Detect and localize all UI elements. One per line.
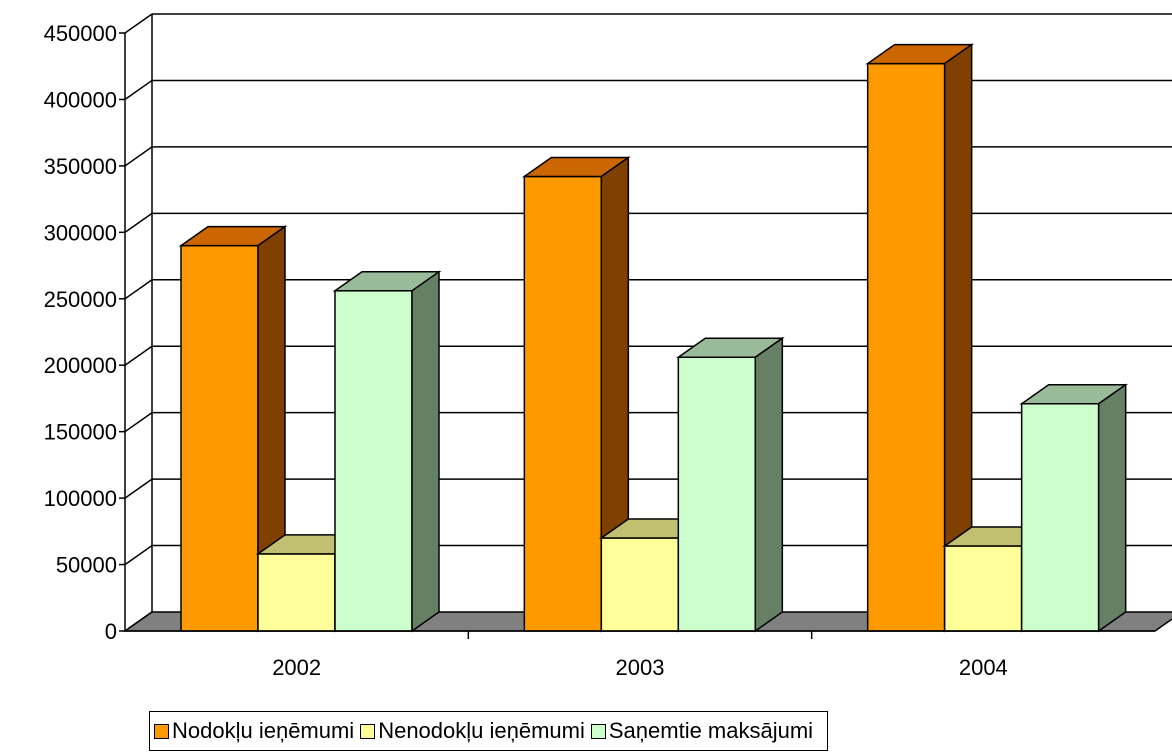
- bar: [675, 336, 785, 633]
- y-tick-label: 100000: [44, 486, 117, 511]
- gridline-depth: [124, 412, 153, 433]
- legend-swatch: [360, 723, 376, 739]
- bar: [521, 156, 631, 633]
- gridline-depth: [124, 279, 153, 300]
- legend-swatch: [154, 723, 169, 739]
- bars: [178, 43, 1129, 633]
- y-tick-label: 400000: [44, 87, 117, 112]
- legend-swatch: [590, 723, 606, 739]
- legend-item: Nodokļu ieņēmumi: [154, 718, 354, 744]
- bar: [1019, 383, 1129, 633]
- y-tick-label: 200000: [44, 353, 117, 378]
- bar-front: [1020, 403, 1100, 632]
- legend-label: Nenodokļu ieņēmumi: [378, 718, 585, 743]
- gridline-depth: [124, 79, 153, 101]
- gridline-depth: [124, 212, 153, 233]
- legend-label: Nodokļu ieņēmumi: [172, 718, 355, 743]
- bar-front: [180, 244, 259, 632]
- gridlines: [124, 13, 1172, 632]
- bar-side: [1097, 383, 1127, 633]
- x-tick-label: 2004: [959, 655, 1008, 680]
- x-tick-labels: 2002 2003 2004: [272, 655, 1008, 680]
- y-tick-label: 350000: [44, 154, 117, 179]
- y-tick-label: 150000: [44, 420, 117, 445]
- legend-item: Nenodokļu ieņēmumi: [360, 718, 585, 744]
- y-tick-label: 450000: [44, 21, 117, 46]
- gridline-depth: [124, 478, 153, 499]
- y-tick-label: 300000: [44, 220, 117, 245]
- legend-label: Saņemtie maksājumi: [608, 718, 814, 743]
- bar-front: [257, 553, 336, 632]
- bar-front: [600, 537, 680, 632]
- y-tick-labels: 0 50000 100000 150000 200000 250000 300000 3500…: [44, 21, 117, 644]
- bar: [332, 270, 442, 633]
- gridline-depth: [124, 544, 153, 566]
- bar-front: [943, 545, 1023, 632]
- y-tick-label: 250000: [44, 287, 117, 312]
- bar-front: [866, 62, 946, 632]
- bar-side: [411, 270, 440, 633]
- bar-front: [334, 290, 413, 632]
- bar: [178, 225, 288, 633]
- x-tick-label: 2002: [272, 655, 321, 680]
- legend-item: Saņemtie maksājumi: [590, 718, 814, 744]
- gridline-depth: [124, 13, 153, 34]
- x-tick-label: 2003: [616, 655, 665, 680]
- axes: [119, 14, 1155, 639]
- bar-front: [523, 175, 603, 632]
- bar-side: [754, 336, 784, 633]
- y-tick-label: 50000: [56, 553, 117, 578]
- gridline-depth: [124, 345, 153, 366]
- legend: Nodokļu ieņēmumi Nenodokļu ieņēmumi Saņemt…: [149, 711, 829, 751]
- y-tick-label: 0: [105, 619, 117, 644]
- bar-front: [677, 356, 757, 632]
- gridline-depth: [124, 146, 153, 167]
